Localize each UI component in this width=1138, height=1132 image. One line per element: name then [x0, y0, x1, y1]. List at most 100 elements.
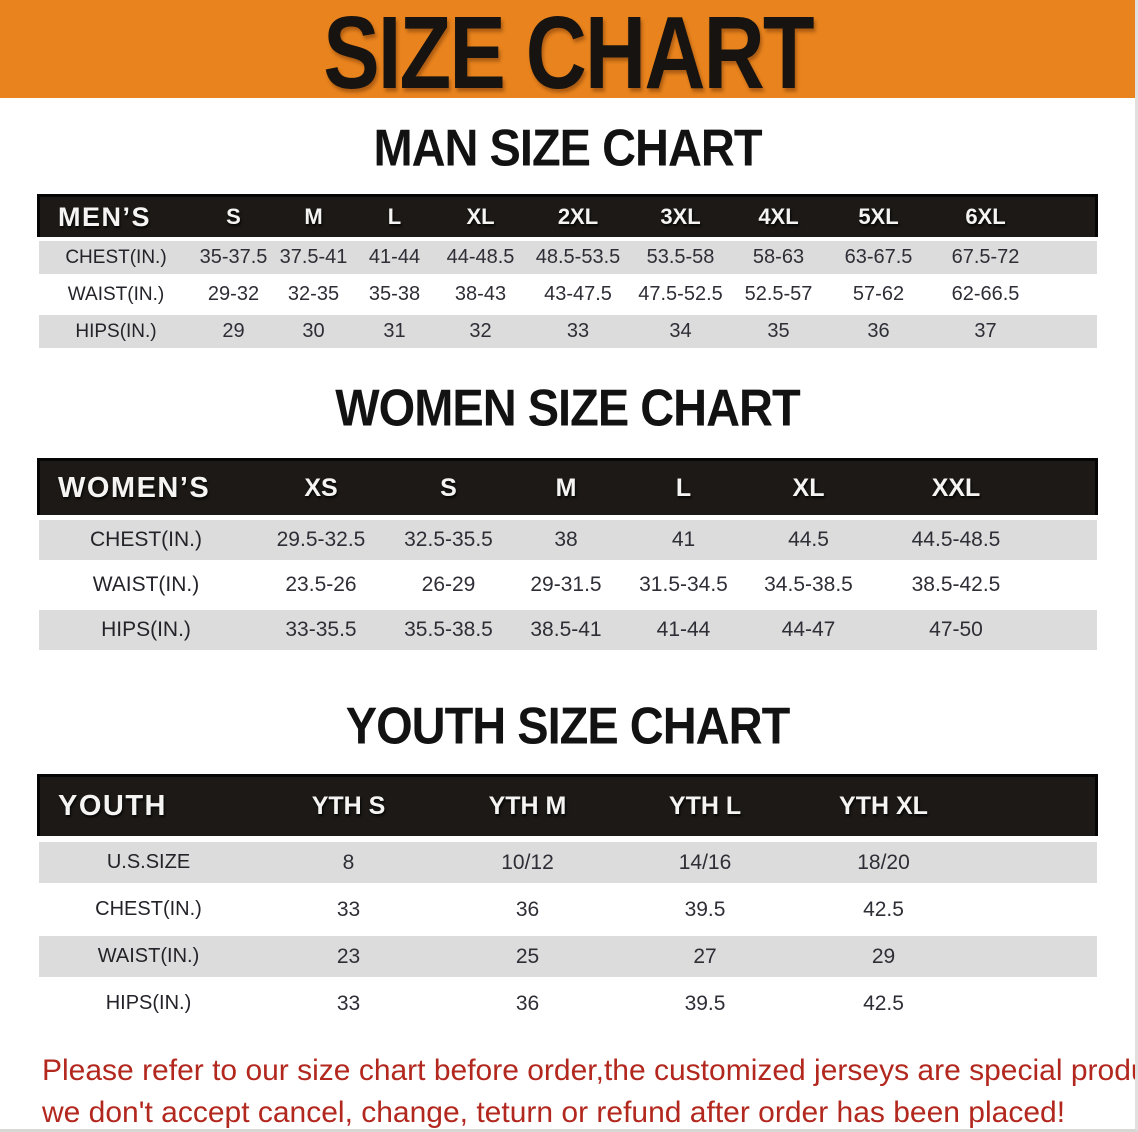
- cell-value: 44.5-48.5: [873, 515, 1039, 563]
- cell-value: 29: [793, 930, 974, 980]
- cell-value: 41-44: [623, 605, 744, 650]
- cell-value: 37.5-41: [273, 237, 354, 276]
- cell-value: 44.5: [743, 515, 874, 563]
- order-disclaimer: Please refer to our size chart before or…: [42, 1050, 1138, 1129]
- cell-filler: [973, 977, 1097, 1024]
- cell-value: 39.5: [616, 883, 794, 933]
- men-size-col-l: L: [353, 194, 436, 241]
- men-size-col-s: S: [193, 194, 274, 241]
- cell-value: 35.5-38.5: [388, 605, 509, 650]
- women-waist-row: WAIST(IN.) 23.5-26 26-29 29-31.5 31.5-34…: [38, 560, 1097, 608]
- women-chest-row: CHEST(IN.) 29.5-32.5 32.5-35.5 38 41 44.…: [38, 515, 1097, 563]
- cell-value: 31: [353, 311, 436, 348]
- men-table-title: MEN’S: [37, 194, 194, 241]
- cell-value: 34: [630, 311, 731, 348]
- cell-value: 37: [930, 311, 1041, 348]
- row-label: CHEST(IN.): [38, 237, 194, 276]
- row-label: CHEST(IN.): [38, 883, 259, 933]
- men-size-col-6xl: 6XL: [930, 194, 1041, 241]
- youth-size-col-m: YTH M: [438, 774, 617, 841]
- women-size-col-s: S: [388, 458, 509, 519]
- cell-value: 18/20: [793, 836, 974, 886]
- men-chest-row: CHEST(IN.) 35-37.5 37.5-41 41-44 44-48.5…: [38, 237, 1097, 276]
- cell-value: 32.5-35.5: [388, 515, 509, 563]
- youth-header-row: YOUTH YTH S YTH M YTH L YTH XL: [37, 774, 1098, 841]
- cell-filler: [973, 883, 1097, 933]
- cell-value: 32: [435, 311, 526, 348]
- cell-value: 14/16: [616, 836, 794, 886]
- row-label: HIPS(IN.): [38, 977, 259, 1024]
- banner: SIZE CHART: [0, 0, 1135, 98]
- cell-value: 36: [438, 883, 617, 933]
- row-label: HIPS(IN.): [38, 605, 254, 650]
- row-label: CHEST(IN.): [38, 515, 254, 563]
- cell-filler: [973, 930, 1097, 980]
- cell-value: 29: [193, 311, 274, 348]
- youth-hips-row: HIPS(IN.) 33 36 39.5 42.5: [38, 977, 1097, 1024]
- women-size-col-m: M: [508, 458, 624, 519]
- cell-value: 42.5: [793, 977, 974, 1024]
- row-label: WAIST(IN.): [38, 930, 259, 980]
- cell-value: 48.5-53.5: [525, 237, 631, 276]
- cell-value: 63-67.5: [826, 237, 931, 276]
- men-size-table: MEN’S S M L XL 2XL 3XL 4XL 5XL 6XL CHEST…: [37, 194, 1098, 348]
- man-section-heading: MAN SIZE CHART: [373, 118, 762, 177]
- cell-value: 10/12: [438, 836, 617, 886]
- cell-value: 41: [623, 515, 744, 563]
- women-header-filler: [1038, 458, 1098, 519]
- youth-ussize-row: U.S.SIZE 8 10/12 14/16 18/20: [38, 836, 1097, 886]
- cell-value: 34.5-38.5: [743, 560, 874, 608]
- cell-value: 35-38: [353, 274, 436, 313]
- women-size-table: WOMEN’S XS S M L XL XXL CHEST(IN.) 29.5-…: [37, 458, 1098, 650]
- women-size-col-xl: XL: [743, 458, 874, 519]
- cell-value: 38-43: [435, 274, 526, 313]
- cell-value: 38.5-42.5: [873, 560, 1039, 608]
- cell-value: 31.5-34.5: [623, 560, 744, 608]
- women-size-col-xs: XS: [253, 458, 389, 519]
- cell-value: 25: [438, 930, 617, 980]
- men-size-col-2xl: 2XL: [525, 194, 631, 241]
- women-size-col-l: L: [623, 458, 744, 519]
- cell-value: 57-62: [826, 274, 931, 313]
- cell-value: 35-37.5: [193, 237, 274, 276]
- cell-value: 38: [508, 515, 624, 563]
- disclaimer-line-1: Please refer to our size chart before or…: [42, 1054, 1138, 1087]
- men-size-col-xl: XL: [435, 194, 526, 241]
- cell-value: 29.5-32.5: [253, 515, 389, 563]
- cell-value: 23: [258, 930, 439, 980]
- cell-filler: [973, 836, 1097, 886]
- row-label: HIPS(IN.): [38, 311, 194, 348]
- cell-filler: [1040, 311, 1097, 348]
- cell-filler: [1038, 515, 1097, 563]
- cell-value: 23.5-26: [253, 560, 389, 608]
- cell-value: 41-44: [353, 237, 436, 276]
- youth-section-heading: YOUTH SIZE CHART: [345, 696, 791, 755]
- cell-value: 33: [258, 883, 439, 933]
- cell-value: 42.5: [793, 883, 974, 933]
- cell-value: 33-35.5: [253, 605, 389, 650]
- disclaimer-line-2: we don't accept cancel, change, teturn o…: [42, 1096, 1066, 1129]
- cell-value: 52.5-57: [730, 274, 827, 313]
- men-size-col-5xl: 5XL: [826, 194, 931, 241]
- cell-value: 58-63: [730, 237, 827, 276]
- cell-value: 35: [730, 311, 827, 348]
- row-label: U.S.SIZE: [38, 836, 259, 886]
- women-hips-row: HIPS(IN.) 33-35.5 35.5-38.5 38.5-41 41-4…: [38, 605, 1097, 650]
- women-header-row: WOMEN’S XS S M L XL XXL: [37, 458, 1098, 519]
- youth-size-col-s: YTH S: [258, 774, 439, 841]
- youth-size-col-xl: YTH XL: [793, 774, 974, 841]
- men-size-col-3xl: 3XL: [630, 194, 731, 241]
- cell-value: 33: [258, 977, 439, 1024]
- cell-value: 8: [258, 836, 439, 886]
- men-waist-row: WAIST(IN.) 29-32 32-35 35-38 38-43 43-47…: [38, 274, 1097, 313]
- cell-value: 62-66.5: [930, 274, 1041, 313]
- cell-value: 36: [438, 977, 617, 1024]
- men-size-col-4xl: 4XL: [730, 194, 827, 241]
- page-title: SIZE CHART: [322, 0, 814, 98]
- cell-value: 33: [525, 311, 631, 348]
- women-table-title: WOMEN’S: [37, 458, 254, 519]
- youth-waist-row: WAIST(IN.) 23 25 27 29: [38, 930, 1097, 980]
- cell-value: 26-29: [388, 560, 509, 608]
- women-section-heading: WOMEN SIZE CHART: [335, 378, 800, 437]
